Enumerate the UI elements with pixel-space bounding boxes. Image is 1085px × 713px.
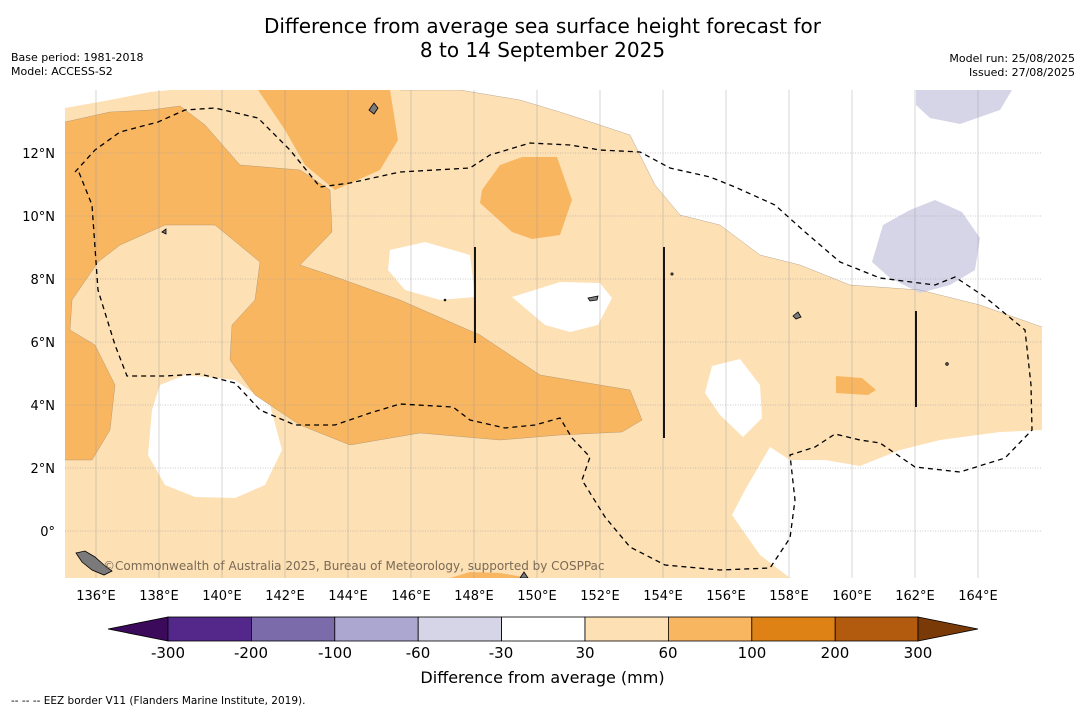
title-line-2: 8 to 14 September 2025 — [419, 38, 666, 62]
colorbar-segment — [417, 616, 503, 642]
title-line-1: Difference from average sea surface heig… — [263, 14, 822, 38]
lon-label: 158°E — [769, 589, 809, 604]
latitude-labels: 12°N 10°N 8°N 6°N 4°N 2°N 0° — [22, 147, 55, 540]
colorbar-segment — [250, 616, 336, 642]
lon-label: 140°E — [202, 589, 242, 604]
region-near-zero-nw — [65, 90, 170, 108]
region-near-zero-1 — [388, 242, 475, 300]
colorbar-tick: -60 — [406, 644, 431, 662]
lat-label: 2°N — [31, 462, 56, 477]
lon-label: 146°E — [391, 589, 431, 604]
lat-label: 12°N — [22, 147, 55, 162]
lat-label: 0° — [40, 525, 55, 540]
lon-label: 150°E — [517, 589, 557, 604]
lon-label: 156°E — [706, 589, 746, 604]
region-positive-main — [65, 106, 642, 460]
colorbar-tick: 60 — [658, 644, 677, 662]
copyright-text: ©Commonwealth of Australia 2025, Bureau … — [103, 559, 605, 573]
region-negative-1 — [916, 90, 1012, 124]
colorbar-tick: -30 — [489, 644, 514, 662]
run-info: Model run: 25/08/2025 Issued: 27/08/2025 — [949, 52, 1075, 80]
lon-label: 160°E — [832, 589, 872, 604]
base-period-info: Base period: 1981-2018 Model: ACCESS-S2 — [11, 51, 143, 79]
colorbar-ticks: -300 -200 -100 -60 -30 30 60 100 200 300 — [151, 644, 932, 662]
colorbar-segment — [584, 616, 669, 642]
lon-label: 138°E — [139, 589, 179, 604]
region-positive-center — [480, 157, 572, 239]
eez-segments — [474, 247, 917, 438]
colorbar-segment — [334, 616, 419, 642]
colorbar-segment — [834, 616, 919, 642]
lat-label: 4°N — [31, 399, 56, 414]
region-near-zero-4 — [705, 359, 762, 437]
longitude-labels: 136°E 138°E 140°E 142°E 144°E 146°E 148°… — [76, 589, 998, 604]
lon-label: 162°E — [895, 589, 935, 604]
colorbar-tick: 200 — [821, 644, 850, 662]
lat-label: 6°N — [31, 336, 56, 351]
colorbar-tick: -200 — [234, 644, 268, 662]
colorbar-segment — [167, 616, 252, 642]
issued-date: Issued: 27/08/2025 — [968, 66, 1075, 79]
colorbar-tick: -300 — [151, 644, 185, 662]
colorbar-title: Difference from average (mm) — [420, 668, 665, 687]
lon-label: 164°E — [958, 589, 998, 604]
region-positive-south — [450, 572, 530, 578]
graticule — [65, 152, 1042, 532]
colorbar — [107, 616, 979, 642]
eez-border — [74, 107, 1033, 571]
region-near-zero-3 — [148, 375, 282, 498]
colorbar-segment — [107, 616, 169, 642]
lon-label: 154°E — [643, 589, 683, 604]
lat-label: 10°N — [22, 210, 55, 225]
region-near-zero-se — [732, 430, 1042, 578]
colorbar-segment — [668, 616, 753, 642]
colorbar-tick: 300 — [904, 644, 933, 662]
lon-label: 144°E — [328, 589, 368, 604]
colorbar-segment — [917, 616, 979, 642]
region-negative-2 — [872, 200, 980, 293]
region-positive-north — [258, 90, 398, 190]
anomaly-field — [65, 90, 1042, 578]
model-run: Model run: 25/08/2025 — [949, 52, 1075, 65]
base-period: Base period: 1981-2018 — [11, 51, 144, 64]
colorbar-tick: 100 — [738, 644, 767, 662]
islands — [75, 102, 949, 578]
region-positive-east — [836, 376, 876, 395]
map-title: Difference from average sea surface heig… — [0, 14, 1085, 62]
lat-label: 8°N — [31, 273, 56, 288]
colorbar-segment — [501, 616, 586, 642]
model-name: Model: ACCESS-S2 — [11, 65, 113, 78]
lon-label: 142°E — [265, 589, 305, 604]
colorbar-tick: -100 — [318, 644, 352, 662]
footer-note: -- -- -- EEZ border V11 (Flanders Marine… — [11, 695, 306, 707]
lon-label: 148°E — [454, 589, 494, 604]
lon-label: 136°E — [76, 589, 116, 604]
colorbar-tick: 30 — [575, 644, 594, 662]
colorbar-segment — [751, 616, 836, 642]
lon-label: 152°E — [580, 589, 620, 604]
